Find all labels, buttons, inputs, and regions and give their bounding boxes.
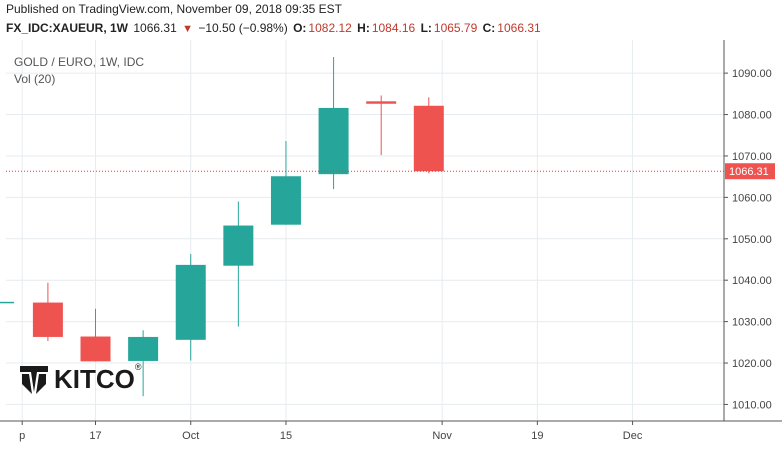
low-label: L: <box>420 21 432 35</box>
candle-body <box>175 264 206 340</box>
y-tick-label: 1040.00 <box>732 275 772 287</box>
chart-legend: GOLD / EURO, 1W, IDC Vol (20) <box>14 54 144 88</box>
x-tick-label: 15 <box>280 430 292 442</box>
symbol-label[interactable]: FX_IDC:XAUEUR, 1W <box>6 21 129 35</box>
close-value: 1066.31 <box>497 21 541 35</box>
y-tick-label: 1030.00 <box>732 317 772 329</box>
candle-body <box>366 101 397 104</box>
kitco-registered-mark: ® <box>134 362 142 372</box>
x-tick-label: Dec <box>623 430 643 442</box>
y-tick-label: 1020.00 <box>732 358 772 370</box>
x-tick-label: Nov <box>432 430 452 442</box>
y-tick-label: 1090.00 <box>732 68 772 80</box>
kitco-logo-text: KITCO <box>54 363 135 394</box>
last-price-tag <box>725 163 775 180</box>
open-value: 1082.12 <box>308 21 352 35</box>
x-tick-label: 19 <box>531 430 543 442</box>
candle-body <box>128 336 159 361</box>
candle-body <box>32 302 63 337</box>
published-note: Published on TradingView.com, November 0… <box>6 2 342 16</box>
legend-volume: Vol (20) <box>14 72 56 86</box>
candle-body <box>223 225 254 266</box>
kitco-emblem-icon <box>20 366 48 394</box>
y-tick-label: 1050.00 <box>732 234 772 246</box>
x-tick-label: p <box>19 430 25 442</box>
kitco-logo: KITCO ® <box>18 362 142 396</box>
last-price-tag-label: 1066.31 <box>729 166 769 178</box>
low-value: 1065.79 <box>433 21 478 35</box>
legend-title: GOLD / EURO, 1W, IDC <box>14 55 145 69</box>
candle-body <box>80 336 111 362</box>
high-label: H: <box>357 21 370 35</box>
y-tick-label: 1080.00 <box>732 110 772 122</box>
down-triangle-icon: ▼ <box>182 23 193 35</box>
quote-bar: FX_IDC:XAUEUR, 1W 1066.31 ▼ −10.50 (−0.9… <box>6 21 543 35</box>
open-label: O: <box>293 21 307 35</box>
x-tick-label: 17 <box>89 430 101 442</box>
candle-body <box>413 105 444 172</box>
last-price: 1066.31 <box>133 21 177 35</box>
y-tick-label: 1070.00 <box>732 151 772 163</box>
candle-body <box>318 107 349 175</box>
y-tick-label: 1060.00 <box>732 192 772 204</box>
y-tick-label: 1010.00 <box>732 399 772 411</box>
x-tick-label: Oct <box>182 430 199 442</box>
close-label: C: <box>482 21 496 35</box>
high-value: 1084.16 <box>371 21 416 35</box>
price-change: −10.50 (−0.98%) <box>198 21 288 35</box>
candle-body <box>270 176 301 225</box>
